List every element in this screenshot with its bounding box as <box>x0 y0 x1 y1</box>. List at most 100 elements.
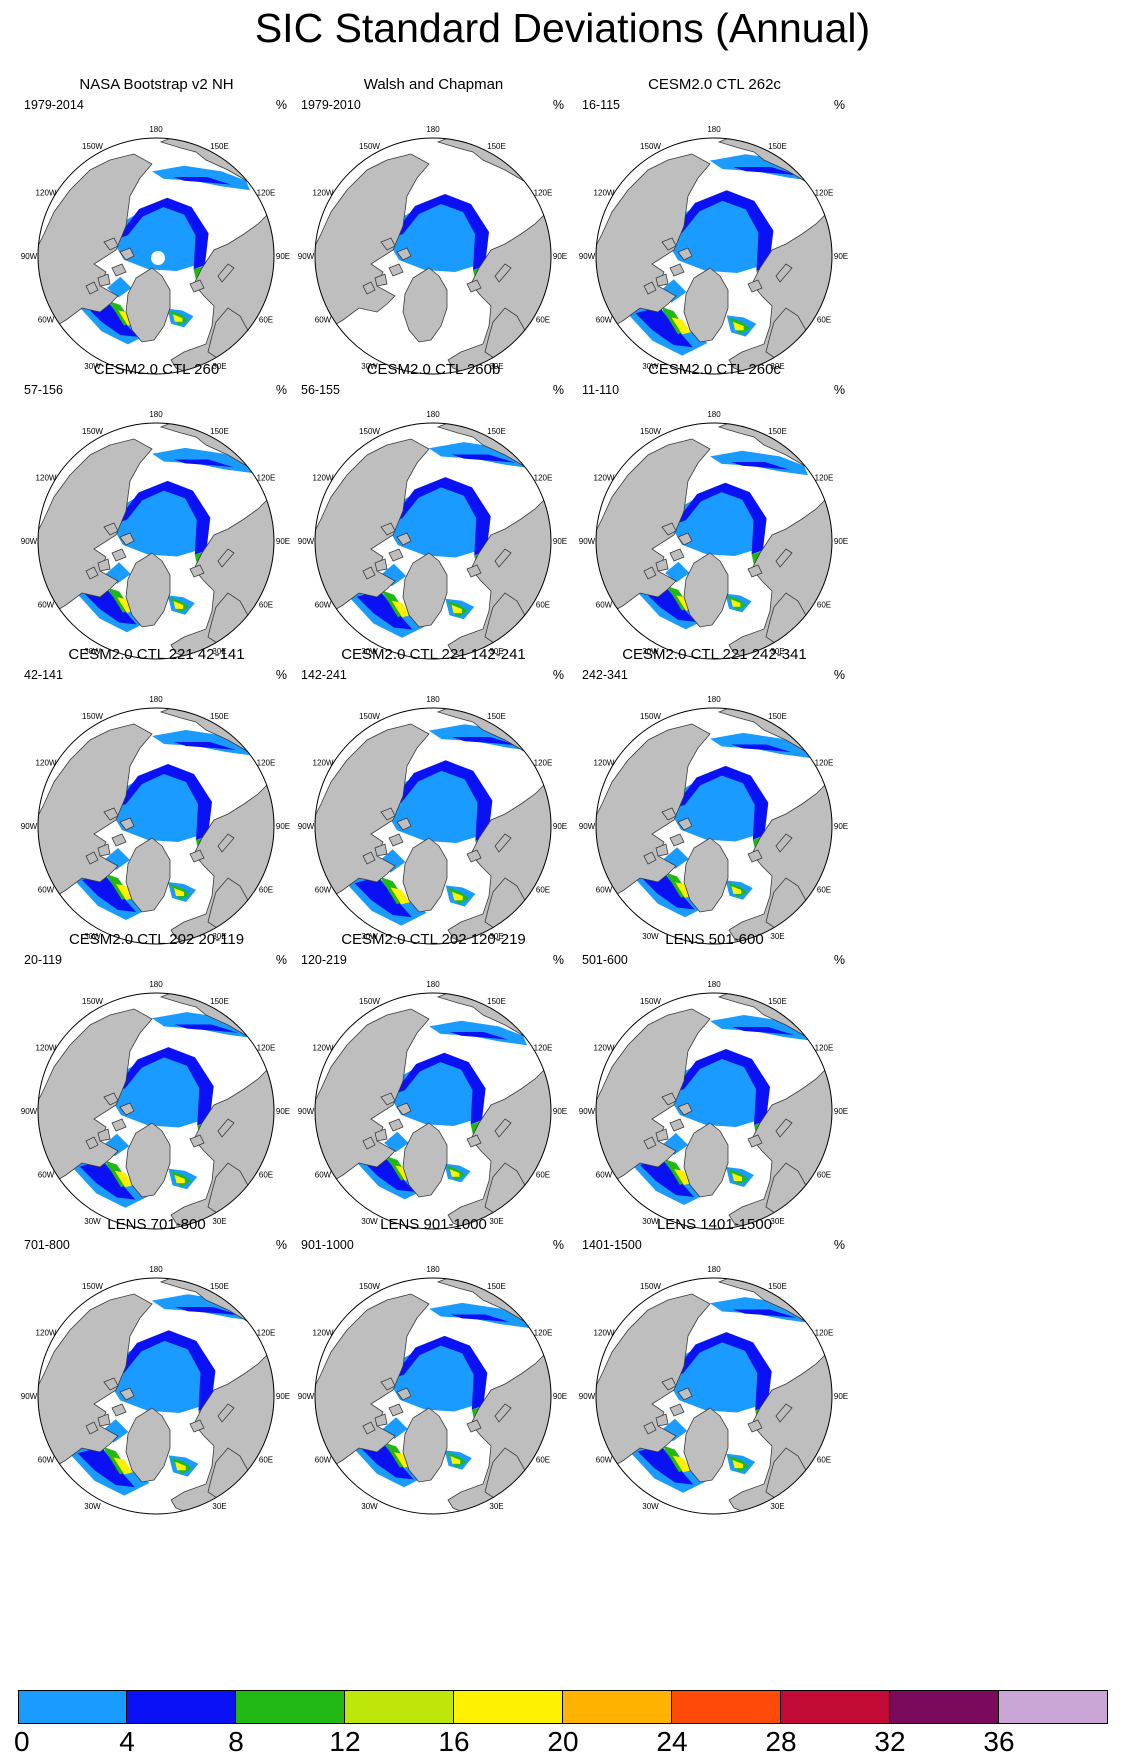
colorbar-swatch <box>127 1690 236 1724</box>
longitude-label: 150W <box>640 142 661 151</box>
longitude-label: 150W <box>359 427 380 436</box>
colorbar-tick-label: 8 <box>228 1726 244 1757</box>
longitude-label: 60E <box>259 886 273 895</box>
land-mass <box>189 564 205 578</box>
polar-map: 180 150E 120E 90E 60E 30E 0 30W 60W 90W 120W 150W <box>579 980 848 1235</box>
longitude-label: 90W <box>21 537 38 546</box>
panel-title: LENS 901-1000 <box>380 1216 487 1233</box>
land-mass <box>111 548 127 562</box>
land-mass <box>315 723 430 897</box>
panel-title: Walsh and Chapman <box>363 76 504 93</box>
land-mass <box>683 1122 729 1198</box>
longitude-label: 90W <box>298 822 315 831</box>
longitude-label: 150E <box>487 142 506 151</box>
land-mass <box>38 438 153 612</box>
longitude-label: 90E <box>276 822 290 831</box>
panel-period: 1979-2010 <box>301 98 361 112</box>
sea-ice-stddev-region <box>172 177 232 185</box>
sea-ice-stddev-region <box>174 888 184 896</box>
longitude-label: 60E <box>536 1171 550 1180</box>
longitude-label: 150E <box>210 997 229 1006</box>
land-mass <box>494 1118 512 1138</box>
map-border <box>314 422 552 660</box>
longitude-label: 0 <box>431 1234 436 1235</box>
land-mass <box>315 1008 430 1182</box>
land-mass <box>103 1377 119 1391</box>
longitude-label: 60W <box>596 1171 613 1180</box>
sea-ice-stddev-region <box>732 1309 797 1318</box>
longitude-label: 180 <box>426 1265 440 1274</box>
longitude-label: 0 <box>154 949 159 950</box>
land-mass <box>747 279 763 293</box>
panel-title: CESM2.0 CTL 260c <box>648 361 781 378</box>
longitude-label: 150W <box>640 427 661 436</box>
land-mass <box>362 1136 376 1150</box>
panel-title: LENS 501-600 <box>665 931 764 948</box>
land-mass <box>217 548 235 568</box>
longitude-label: 30W <box>84 362 101 371</box>
longitude-label: 60E <box>536 1456 550 1465</box>
land-mass <box>466 564 482 578</box>
longitude-label: 90E <box>834 1392 848 1401</box>
longitude-label: 90W <box>298 537 315 546</box>
land-mass <box>362 281 376 295</box>
panel-period: 120-219 <box>301 953 347 967</box>
land-mass <box>119 1387 135 1401</box>
land-mass <box>38 723 153 897</box>
land-mass <box>362 851 376 865</box>
longitude-label: 180 <box>707 1265 721 1274</box>
longitude-label: 120W <box>36 474 57 483</box>
land-mass <box>315 1293 430 1467</box>
sea-ice-stddev-region <box>131 218 147 256</box>
sea-ice-stddev-region <box>674 482 767 555</box>
map-panel: 180 150E 120E 90E 60E 30E 0 30W 60W 90W 120W 150W LE… <box>4 1210 309 1520</box>
sea-ice-stddev-region <box>392 1335 488 1410</box>
land-mass <box>661 807 677 821</box>
longitude-label: 150W <box>640 712 661 721</box>
longitude-label: 120E <box>815 189 834 198</box>
sea-ice-stddev-region <box>173 601 184 609</box>
land-mass <box>125 1407 171 1483</box>
longitude-label: 120E <box>534 1329 553 1338</box>
longitude-label: 150E <box>768 997 787 1006</box>
longitude-label: 60E <box>817 601 831 610</box>
longitude-label: 120W <box>36 1329 57 1338</box>
land-mass <box>119 817 135 831</box>
longitude-label: 180 <box>426 695 440 704</box>
sea-ice-stddev-region <box>174 1024 239 1033</box>
polar-map: 180 150E 120E 90E 60E 30E 0 30W 60W 90W 120W 150W <box>21 410 290 665</box>
sea-ice-stddev-region <box>732 1459 743 1469</box>
sea-ice-stddev-region <box>450 1314 511 1323</box>
longitude-label: 150E <box>768 142 787 151</box>
longitude-label: 60W <box>315 1456 332 1465</box>
longitude-label: 90W <box>579 537 596 546</box>
colorbar-swatch <box>18 1690 127 1724</box>
pole-hole <box>151 251 165 265</box>
panel-period: 142-241 <box>301 668 347 682</box>
land-mass <box>125 552 171 628</box>
panel-unit: % <box>552 383 564 397</box>
longitude-label: 150W <box>82 427 103 436</box>
sea-ice-stddev-region <box>172 314 183 322</box>
longitude-label: 0 <box>712 664 717 665</box>
longitude-label: 120W <box>313 1329 334 1338</box>
land-mass <box>494 263 512 283</box>
colorbar-tick-label: 16 <box>438 1726 470 1757</box>
longitude-label: 30E <box>489 932 503 941</box>
longitude-label: 90E <box>276 1107 290 1116</box>
land-mass <box>380 807 396 821</box>
longitude-label: 60E <box>259 601 273 610</box>
sea-ice-stddev-region <box>114 1170 134 1188</box>
land-mass <box>38 1008 153 1182</box>
panel-period: 56-155 <box>301 383 340 397</box>
longitude-label: 30W <box>361 932 378 941</box>
land-mass <box>85 281 99 295</box>
land-mass <box>189 1134 205 1148</box>
longitude-label: 30E <box>212 1217 226 1226</box>
longitude-label: 120W <box>594 1044 615 1053</box>
land-mass <box>596 438 711 612</box>
land-mass <box>111 1118 127 1132</box>
map-panel: 180 150E 120E 90E 60E 30E 0 30W 60W 90W 120W 150W CE… <box>562 70 867 380</box>
longitude-label: 150W <box>359 142 380 151</box>
polar-map: 180 150E 120E 90E 60E 30E 0 30W 60W 90W 120W 150W <box>298 1265 567 1520</box>
